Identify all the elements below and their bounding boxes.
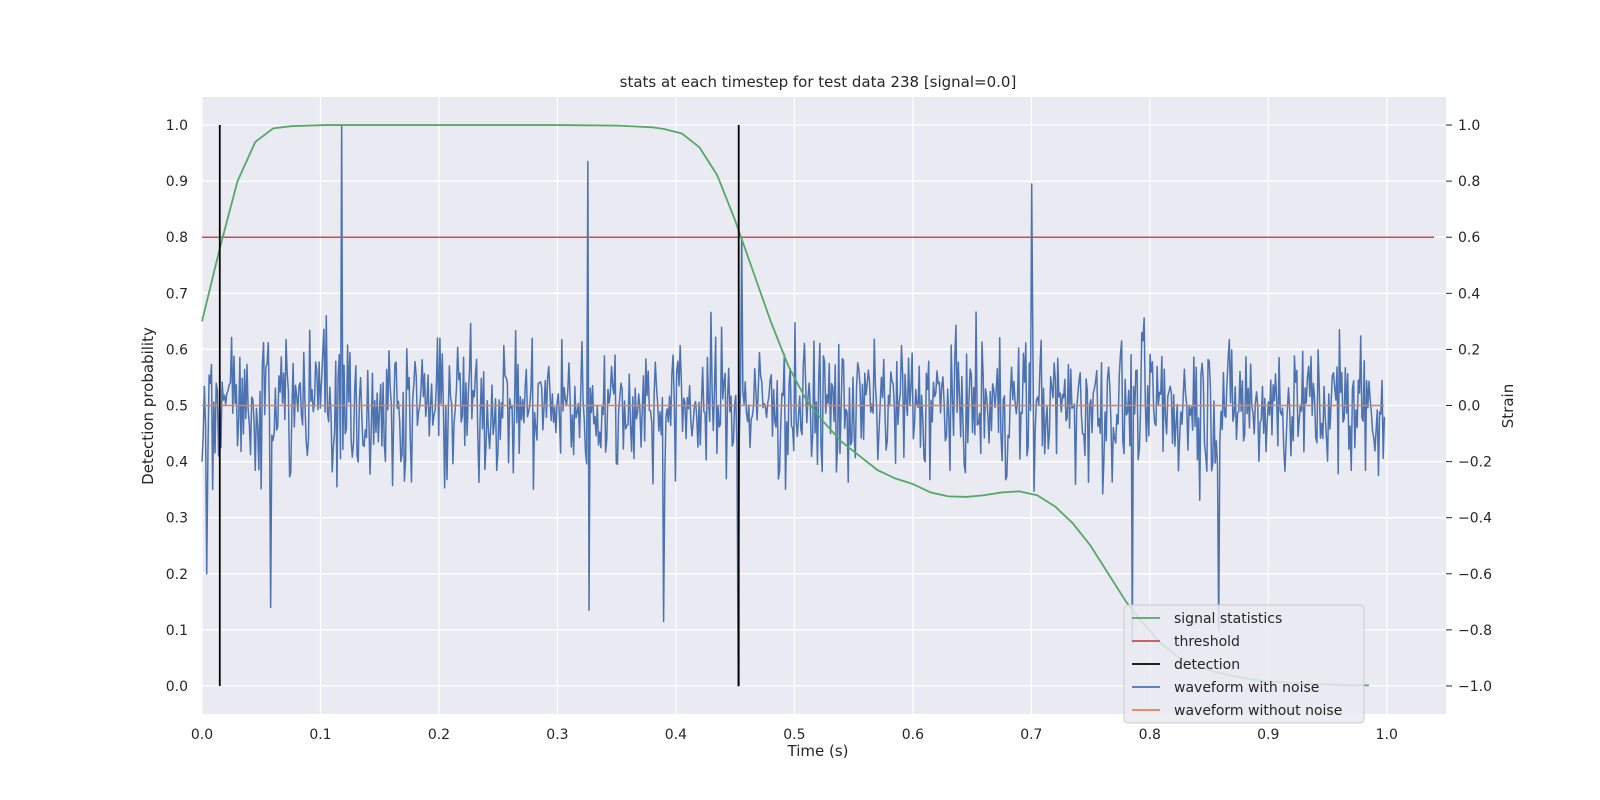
legend-label: waveform with noise [1174,680,1319,696]
y-tick-label-right: 0.4 [1458,286,1480,302]
x-tick-label: 0.9 [1257,727,1279,743]
legend-label: threshold [1174,634,1240,650]
plot-area [201,97,1446,714]
y-tick-label-right: −0.6 [1458,567,1492,583]
x-tick-label: 0.6 [902,727,924,743]
y-tick-label-right: 0.6 [1458,230,1480,246]
legend-label: detection [1174,657,1240,673]
x-tick-label: 0.4 [665,727,687,743]
x-axis-label: Time (s) [787,742,849,760]
y-tick-label-right: −0.2 [1458,455,1492,471]
y-axis-label-left: Detection probability [139,327,157,485]
x-tick-label: 0.7 [1020,727,1042,743]
x-tick-label: 0.2 [428,727,450,743]
y-tick-label-right: −0.4 [1458,511,1492,527]
x-tick-label: 0.1 [309,727,331,743]
y-tick-label-right: 0.2 [1458,342,1480,358]
x-tick-label: 0.3 [546,727,568,743]
y-tick-label-right: −0.8 [1458,623,1492,639]
y-tick-label-left: 0.0 [166,679,188,695]
y-tick-label-left: 0.3 [166,511,188,527]
chart-title: stats at each timestep for test data 238… [620,73,1017,91]
y-tick-label-left: 0.6 [166,342,188,358]
y-tick-label-left: 0.5 [166,399,188,415]
x-tick-label: 1.0 [1376,727,1398,743]
legend: signal statistics threshold detection wavef… [1123,604,1365,724]
y-tick-label-right: 1.0 [1458,118,1480,134]
legend-label: signal statistics [1174,611,1282,627]
y-tick-label-left: 0.7 [166,286,188,302]
y-axis-label-right: Strain [1499,384,1517,428]
x-tick-label: 0.0 [191,727,213,743]
x-tick-label: 0.8 [1139,727,1161,743]
y-axis-left: 0.0 0.1 0.2 0.3 0.4 0.5 0.6 0.7 0.8 0.9 1.0 [166,118,188,695]
y-tick-label-right: −1.0 [1458,679,1492,695]
series-waveform-with-noise [201,124,1386,687]
x-tick-label: 0.5 [783,727,805,743]
y-tick-label-left: 0.2 [166,567,188,583]
x-axis: 0.0 0.1 0.2 0.3 0.4 0.5 0.6 0.7 0.8 0.9 1.0 [191,727,1398,743]
y-tick-label-left: 0.4 [166,455,188,471]
legend-label: waveform without noise [1174,703,1342,719]
legend-box [1123,604,1365,724]
y-tick-label-left: 0.1 [166,623,188,639]
y-tick-label-right: 0.0 [1458,399,1480,415]
y-tick-label-right: 0.8 [1458,174,1480,190]
y-tick-label-left: 0.8 [166,230,188,246]
y-tick-label-left: 1.0 [166,118,188,134]
y-tick-label-left: 0.9 [166,174,188,190]
y-axis-right: −1.0 −0.8 −0.6 −0.4 −0.2 0.0 0.2 0.4 0.6 0.8 1.0 [1446,118,1492,695]
